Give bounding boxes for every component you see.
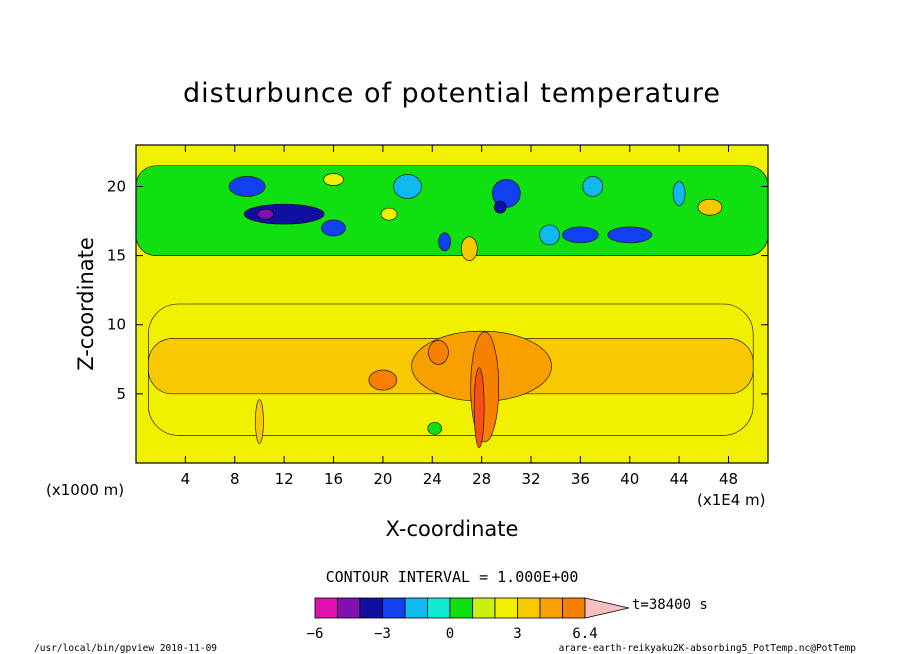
cold-cell — [672, 181, 686, 206]
time-label: t=38400 s — [632, 597, 708, 613]
warm-cell — [697, 198, 723, 216]
plot-area — [136, 145, 768, 463]
z-axis: 5 10 15 20 — [107, 177, 768, 403]
x-tick-label: 44 — [670, 470, 689, 488]
x-scale-note: (x1E4 m) — [697, 491, 766, 509]
cold-cell — [257, 208, 274, 220]
x-tick-label: 24 — [423, 470, 442, 488]
colorbar-cell — [494, 597, 518, 619]
x-tick-label: 4 — [181, 470, 191, 488]
x-tick-label: 20 — [373, 470, 392, 488]
colorbar-cell — [382, 597, 406, 619]
cold-cell — [243, 203, 325, 225]
colorbar-cell — [517, 597, 541, 619]
colorbar-cell — [472, 597, 496, 619]
warm-patch — [368, 369, 398, 391]
colorbar-tick-label: 0 — [446, 626, 454, 642]
x-unit-label: (x1000 m) — [46, 481, 124, 499]
colorbar-cell — [427, 597, 451, 619]
updraft-core-max — [473, 367, 485, 448]
x-tick-label: 48 — [719, 470, 738, 488]
cold-cell — [228, 176, 266, 197]
cold-cell — [539, 224, 560, 246]
cold-cell — [562, 226, 599, 244]
colorbar-tick-label: −6 — [307, 626, 324, 642]
colorbar-tick-label: 3 — [513, 626, 521, 642]
colorbar-cell — [337, 597, 361, 619]
colorbar-cell — [449, 597, 473, 619]
colorbar-cell — [314, 597, 338, 619]
x-tick-label: 12 — [275, 470, 294, 488]
colorbar-extend — [584, 597, 630, 619]
cold-cell — [393, 174, 422, 199]
footer-left: /usr/local/bin/gpview 2010-11-09 — [34, 643, 217, 654]
x-axis: 4 8 12 16 20 24 28 32 36 40 44 48 — [181, 145, 738, 488]
colorbar-tick-label: −3 — [374, 626, 391, 642]
z-tick-label: 5 — [116, 385, 126, 403]
cold-cell — [607, 226, 653, 244]
colorbar-cell — [404, 597, 428, 619]
x-tick-label: 36 — [571, 470, 590, 488]
colorbar-cell — [562, 597, 586, 619]
z-tick-label: 20 — [107, 177, 126, 195]
low-cold-cell — [427, 422, 443, 435]
footer-right: arare-earth-reikyaku2K-absorbing5_PotTem… — [559, 643, 857, 654]
cold-cell — [321, 219, 346, 237]
lower-plume — [255, 399, 264, 444]
warm-patch — [428, 340, 449, 365]
warm-cell — [323, 173, 344, 186]
x-tick-label: 28 — [472, 470, 491, 488]
warm-cell — [380, 207, 398, 221]
colorbar-cell — [539, 597, 563, 619]
cold-cell — [438, 232, 451, 252]
x-tick-label: 8 — [230, 470, 240, 488]
x-tick-label: 40 — [620, 470, 639, 488]
cold-cell — [493, 200, 507, 214]
chart-title: disturbunce of potential temperature — [183, 78, 721, 109]
z-axis-label: Z-coordinate — [74, 237, 98, 371]
upper-green-band — [136, 165, 768, 256]
contour-interval: CONTOUR INTERVAL = 1.000E+00 — [326, 568, 579, 586]
z-tick-label: 15 — [107, 247, 126, 265]
plot-frame — [135, 144, 769, 464]
cold-cell — [582, 176, 604, 197]
warm-cell — [460, 236, 478, 261]
z-tick-label: 10 — [107, 316, 126, 334]
field-layers — [136, 165, 768, 448]
x-axis-label: X-coordinate — [386, 517, 519, 541]
colorbar-tick-label: 6.4 — [572, 626, 597, 642]
colorbar: −6 −3 0 3 6.4 — [307, 597, 630, 642]
x-tick-label: 16 — [324, 470, 343, 488]
x-tick-label: 32 — [521, 470, 540, 488]
colorbar-cell — [359, 597, 383, 619]
